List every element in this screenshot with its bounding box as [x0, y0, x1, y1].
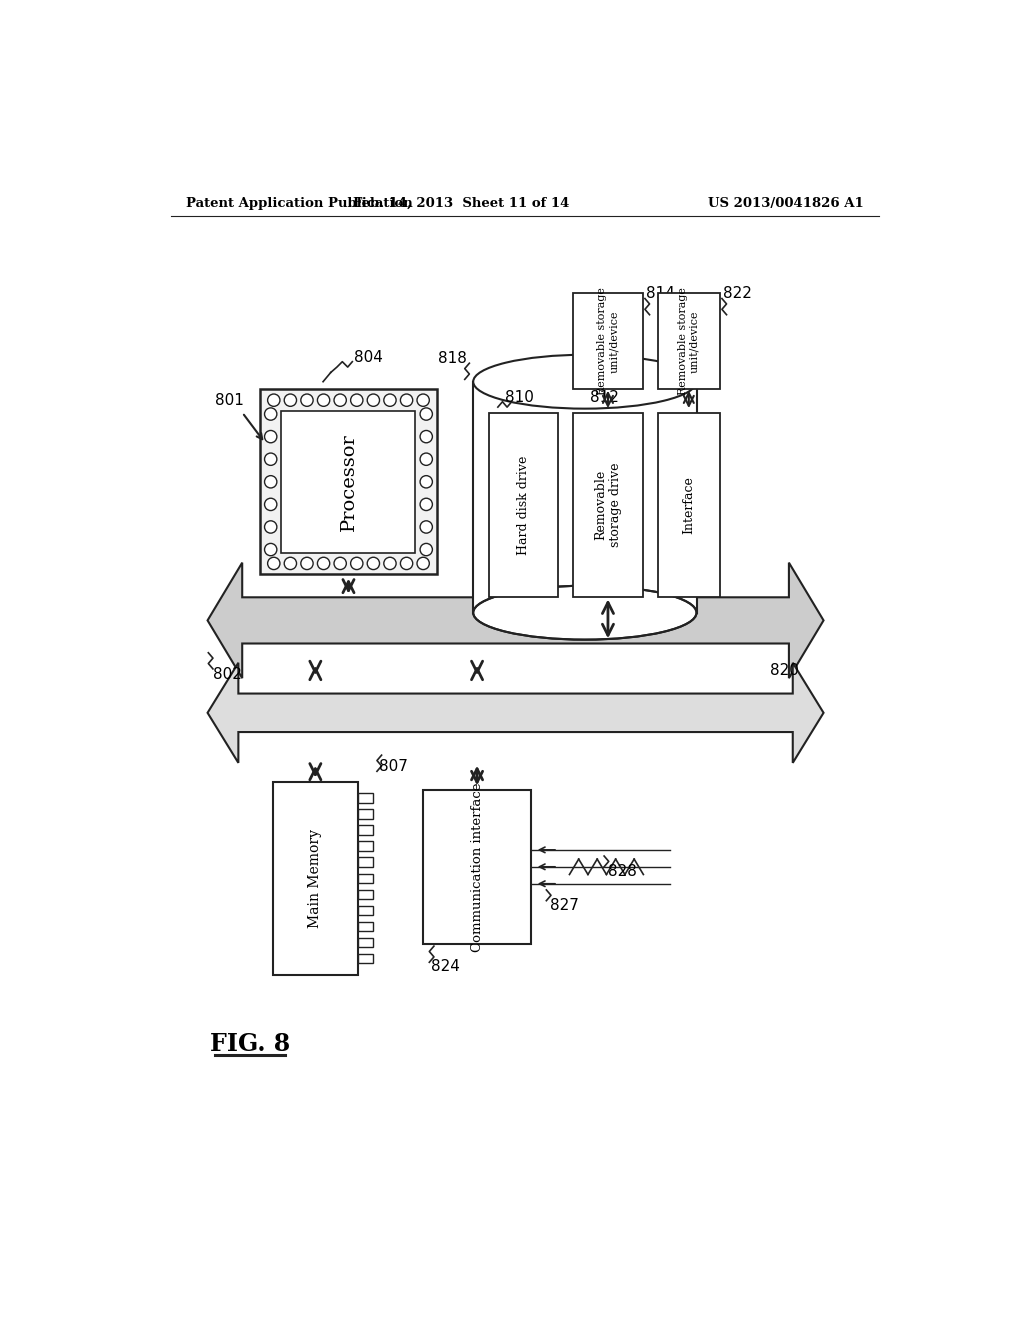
Circle shape — [350, 557, 362, 570]
Text: Processor: Processor — [340, 433, 357, 531]
Polygon shape — [208, 663, 823, 763]
Circle shape — [420, 475, 432, 488]
Text: 810: 810 — [505, 389, 534, 405]
Ellipse shape — [473, 355, 696, 409]
Polygon shape — [208, 562, 823, 678]
Circle shape — [384, 557, 396, 570]
Bar — [357, 793, 373, 803]
Bar — [357, 937, 373, 948]
Circle shape — [420, 430, 432, 442]
Bar — [658, 293, 720, 389]
Bar — [357, 890, 373, 899]
Text: 818: 818 — [438, 351, 467, 366]
Circle shape — [417, 557, 429, 570]
Text: Communication interface: Communication interface — [471, 781, 483, 952]
Bar — [357, 825, 373, 836]
Text: 801: 801 — [215, 393, 244, 408]
Circle shape — [264, 408, 276, 420]
Bar — [488, 413, 558, 598]
Circle shape — [264, 430, 276, 442]
Text: Removable storage
unit/device: Removable storage unit/device — [597, 288, 618, 395]
Bar — [282, 411, 416, 553]
Circle shape — [350, 395, 362, 407]
Text: 820: 820 — [770, 663, 799, 678]
Text: Main Memory: Main Memory — [308, 829, 323, 928]
Text: Hard disk drive: Hard disk drive — [517, 455, 529, 554]
Bar — [357, 809, 373, 818]
Text: Removable storage
unit/device: Removable storage unit/device — [678, 288, 699, 395]
Bar — [423, 789, 531, 944]
Bar — [273, 781, 357, 974]
Bar — [357, 906, 373, 915]
Text: Removable
storage drive: Removable storage drive — [594, 462, 622, 548]
Circle shape — [264, 475, 276, 488]
Ellipse shape — [473, 586, 696, 640]
Circle shape — [317, 395, 330, 407]
Text: 807: 807 — [379, 759, 409, 775]
Bar — [573, 413, 643, 598]
Text: FIG. 8: FIG. 8 — [210, 1032, 290, 1056]
Circle shape — [417, 395, 429, 407]
Bar — [357, 874, 373, 883]
Bar — [357, 954, 373, 964]
Text: Patent Application Publication: Patent Application Publication — [186, 197, 413, 210]
Text: 824: 824 — [431, 960, 460, 974]
Circle shape — [267, 557, 280, 570]
Text: 822: 822 — [724, 285, 753, 301]
Bar — [473, 381, 696, 612]
Circle shape — [301, 557, 313, 570]
Bar — [357, 858, 373, 867]
Circle shape — [420, 498, 432, 511]
Circle shape — [334, 395, 346, 407]
Circle shape — [301, 395, 313, 407]
Text: 827: 827 — [550, 898, 580, 913]
Circle shape — [334, 557, 346, 570]
Bar — [357, 841, 373, 851]
Circle shape — [368, 557, 380, 570]
Text: US 2013/0041826 A1: US 2013/0041826 A1 — [708, 197, 863, 210]
Circle shape — [264, 521, 276, 533]
Bar — [658, 413, 720, 598]
Bar — [260, 389, 437, 574]
Circle shape — [264, 453, 276, 466]
Circle shape — [285, 557, 297, 570]
Text: 802: 802 — [213, 667, 242, 682]
Circle shape — [267, 395, 280, 407]
Bar — [573, 293, 643, 389]
Circle shape — [420, 521, 432, 533]
Circle shape — [264, 544, 276, 556]
Circle shape — [400, 557, 413, 570]
Text: 814: 814 — [646, 285, 676, 301]
Circle shape — [317, 557, 330, 570]
Text: 804: 804 — [354, 350, 383, 364]
Text: 812: 812 — [590, 389, 618, 405]
Circle shape — [384, 395, 396, 407]
Circle shape — [420, 544, 432, 556]
Circle shape — [264, 498, 276, 511]
Circle shape — [285, 395, 297, 407]
Text: Interface: Interface — [682, 477, 695, 533]
Text: 828: 828 — [608, 863, 637, 879]
Circle shape — [368, 395, 380, 407]
Circle shape — [420, 453, 432, 466]
Bar — [357, 921, 373, 932]
Circle shape — [400, 395, 413, 407]
Circle shape — [420, 408, 432, 420]
Text: Feb. 14, 2013  Sheet 11 of 14: Feb. 14, 2013 Sheet 11 of 14 — [353, 197, 569, 210]
